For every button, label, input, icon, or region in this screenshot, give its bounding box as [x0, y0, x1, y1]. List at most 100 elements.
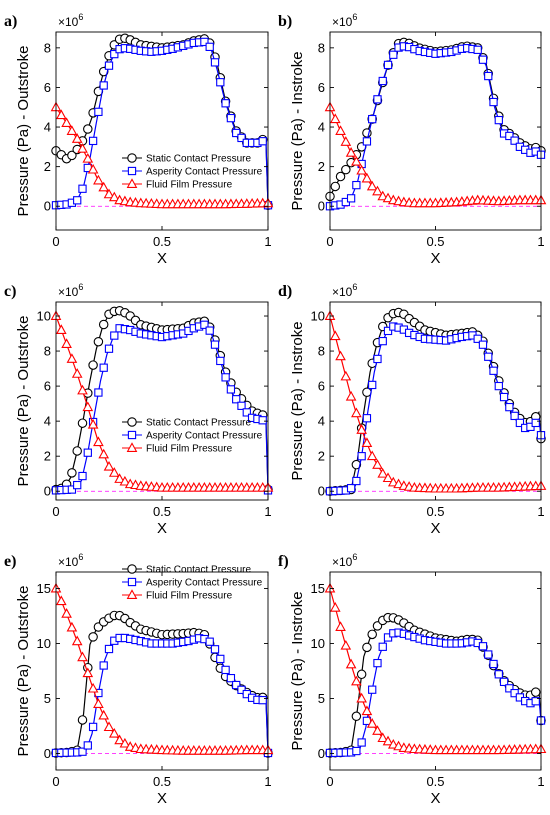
data-marker [361, 437, 373, 448]
data-marker [93, 436, 104, 447]
data-marker [351, 155, 362, 166]
legend-label: Fluid Film Pressure [146, 444, 233, 455]
data-marker [66, 353, 78, 363]
data-marker [361, 705, 373, 716]
data-marker [373, 95, 382, 104]
data-marker [351, 675, 362, 686]
legend-marker [126, 442, 138, 452]
y-tick-label: 15 [311, 581, 325, 596]
data-marker [494, 670, 503, 679]
data-marker [335, 125, 346, 135]
data-marker [352, 180, 361, 190]
exponent-base: ×10 [58, 555, 79, 569]
legend-label: Static Contact Pressure [146, 418, 251, 429]
data-marker [77, 651, 88, 662]
data-marker [77, 715, 88, 725]
series-line [329, 45, 542, 207]
data-marker [335, 621, 346, 631]
series-square [325, 42, 546, 211]
data-marker [387, 476, 399, 487]
data-marker [366, 718, 378, 728]
data-marker [114, 734, 125, 745]
exponent-base: ×10 [58, 285, 79, 299]
data-marker [484, 71, 493, 81]
data-marker [335, 350, 346, 361]
y-tick-label: 0 [318, 746, 325, 761]
legend-label: Asperity Contact Pressure [146, 167, 263, 178]
data-marker [88, 632, 98, 642]
data-marker [510, 688, 519, 698]
data-marker [242, 408, 251, 417]
data-marker [73, 480, 82, 490]
data-marker [88, 136, 98, 146]
series-line [55, 637, 269, 754]
data-marker [340, 639, 352, 650]
panel-label: a) [4, 13, 17, 30]
legend: Static Contact Pressure Asperity Contact … [122, 564, 263, 602]
x-tick-label: 0.5 [153, 234, 171, 249]
series-triangle [50, 101, 274, 209]
data-marker [98, 448, 110, 459]
data-marker [98, 319, 109, 330]
data-marker [108, 191, 120, 202]
data-marker [531, 697, 540, 706]
data-marker [372, 185, 383, 196]
y-axis-label: Pressure (Pa) - Instroke [289, 321, 306, 480]
data-marker [387, 738, 399, 749]
data-marker [356, 164, 367, 175]
data-marker [351, 459, 362, 470]
data-marker [93, 336, 104, 347]
data-marker [67, 485, 77, 494]
y-axis-label: Pressure (Pa) - Outstroke [15, 586, 32, 757]
data-marker [505, 131, 514, 141]
data-marker [330, 181, 341, 192]
legend-label: Static Contact Pressure [146, 154, 251, 165]
y-tick-label: 4 [44, 120, 51, 135]
data-marker [82, 401, 94, 412]
data-marker [61, 608, 72, 618]
x-axis-label: X [157, 520, 167, 537]
legend-label: Static Contact Pressure [146, 565, 251, 576]
data-marker [232, 128, 241, 138]
exponent-power: 6 [352, 282, 357, 292]
legend-marker [127, 564, 137, 574]
y-tick-label: 4 [318, 414, 325, 429]
data-marker [377, 732, 389, 743]
data-marker [473, 334, 482, 343]
legend-marker [127, 577, 137, 587]
y-axis-label: Pressure (Pa) - Outstroke [15, 316, 32, 487]
axis-exponent: ×106 [58, 282, 83, 299]
data-marker [357, 452, 366, 461]
data-marker [362, 387, 372, 397]
data-marker [367, 629, 377, 640]
data-marker [362, 414, 372, 423]
y-tick-label: 0 [44, 746, 51, 761]
data-marker [258, 416, 267, 425]
data-marker [87, 163, 99, 174]
axis-exponent: ×106 [332, 12, 357, 29]
data-marker [71, 635, 83, 646]
x-tick-label: 0 [326, 504, 333, 519]
legend: Static Contact Pressure Asperity Contact … [122, 153, 263, 191]
data-marker [478, 642, 488, 651]
data-marker [489, 97, 498, 107]
data-marker [103, 460, 115, 471]
data-marker [67, 150, 77, 161]
y-tick-label: 4 [44, 414, 51, 429]
data-marker [98, 181, 110, 192]
x-tick-label: 0.5 [426, 234, 444, 249]
series-square [325, 628, 546, 758]
data-marker [216, 78, 225, 87]
data-marker [104, 344, 114, 353]
x-tick-label: 1 [537, 504, 544, 519]
data-marker [210, 58, 220, 67]
data-marker [258, 695, 267, 705]
data-marker [103, 188, 115, 199]
data-marker [83, 741, 92, 750]
data-marker [377, 467, 389, 478]
data-marker [494, 115, 503, 125]
x-axis-label: X [157, 790, 167, 807]
data-marker [329, 602, 341, 612]
axis-exponent: ×106 [58, 552, 83, 569]
